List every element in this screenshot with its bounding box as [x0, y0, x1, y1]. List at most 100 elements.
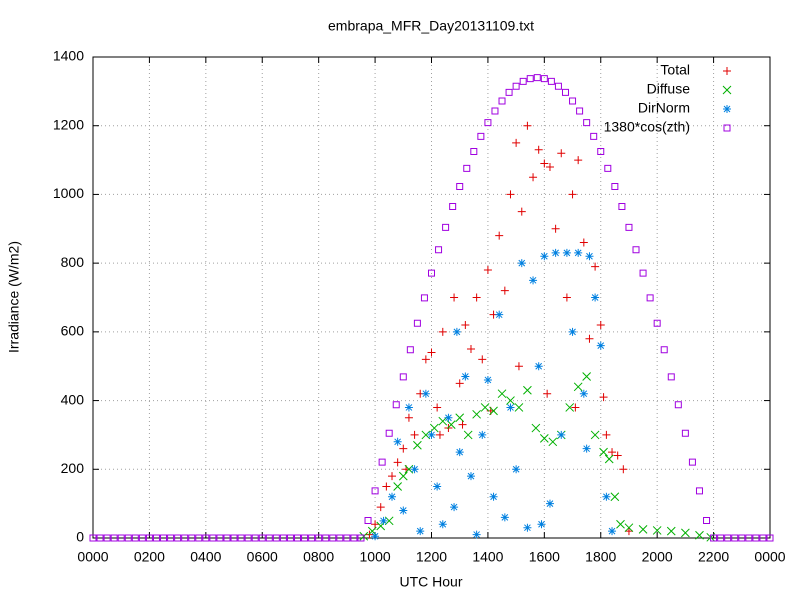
point [506, 190, 515, 199]
point [336, 534, 344, 542]
x-tick-label: 0400 [190, 549, 221, 565]
point [421, 389, 430, 398]
x-tick-label: 1800 [585, 549, 616, 565]
point [717, 534, 725, 542]
point [466, 472, 475, 481]
point [237, 534, 245, 542]
point [265, 534, 273, 542]
point [385, 429, 393, 437]
point [543, 389, 552, 398]
legend-marker [723, 67, 731, 75]
point [489, 492, 498, 501]
point [393, 437, 402, 446]
point [279, 534, 287, 542]
point [138, 534, 146, 542]
point [497, 389, 507, 399]
point [569, 97, 577, 105]
point [329, 534, 337, 542]
x-tick-label: 0800 [303, 549, 334, 565]
point [597, 147, 605, 155]
x-tick-label: 0000 [77, 549, 108, 565]
point [568, 190, 577, 199]
point [523, 121, 532, 130]
point [181, 534, 189, 542]
point [523, 523, 532, 532]
point [766, 534, 774, 542]
point [446, 420, 456, 429]
point [551, 248, 560, 257]
point [483, 266, 492, 275]
point [427, 430, 436, 439]
point [315, 534, 323, 542]
point [561, 88, 569, 96]
x-tick-label: 0200 [134, 549, 165, 565]
point [512, 465, 521, 474]
x-tick-label: 1200 [416, 549, 447, 565]
point [251, 534, 259, 542]
point [506, 403, 515, 412]
point [639, 269, 647, 277]
point [450, 293, 459, 302]
point [574, 248, 583, 257]
plot-frame [92, 56, 771, 539]
point [604, 454, 614, 464]
point [571, 403, 580, 412]
point [399, 506, 408, 515]
point [444, 413, 453, 422]
x-tick-label: 0000 [754, 549, 785, 565]
point [343, 534, 351, 542]
point [608, 448, 617, 457]
point [666, 526, 676, 536]
point [540, 159, 549, 168]
point [519, 77, 527, 85]
point [505, 88, 513, 96]
point [216, 534, 224, 542]
point [450, 503, 459, 512]
point [596, 341, 605, 350]
point [442, 223, 450, 231]
point [308, 534, 316, 542]
point [477, 132, 485, 140]
x-tick-label: 0600 [247, 549, 278, 565]
point [531, 423, 541, 433]
point [388, 492, 397, 501]
point [452, 327, 461, 336]
point [371, 520, 380, 529]
point [548, 437, 558, 447]
point [523, 385, 532, 395]
point [455, 413, 465, 423]
y-tick-label: 400 [61, 391, 85, 407]
point [632, 246, 640, 254]
point [410, 465, 419, 474]
point [438, 416, 448, 426]
point [557, 149, 566, 158]
point [131, 534, 139, 542]
point [539, 434, 549, 443]
point [160, 534, 168, 542]
y-tick-label: 600 [61, 323, 85, 339]
point [124, 534, 132, 542]
point [406, 346, 414, 354]
point [574, 156, 583, 165]
point [526, 75, 534, 83]
point [681, 528, 690, 538]
point [529, 173, 538, 182]
y-tick-label: 200 [61, 460, 85, 476]
point [455, 379, 464, 388]
point [478, 430, 487, 439]
point [602, 492, 611, 501]
point [554, 82, 562, 90]
legend-label: Diffuse [647, 81, 691, 97]
point [688, 458, 696, 466]
legend-label: DirNorm [638, 100, 690, 116]
point [371, 487, 379, 495]
point [357, 534, 365, 542]
point [230, 534, 238, 542]
point [416, 527, 425, 536]
point [653, 319, 661, 327]
point [703, 516, 711, 524]
point [624, 527, 633, 536]
point [392, 401, 400, 409]
point [393, 482, 403, 491]
point [534, 362, 543, 371]
